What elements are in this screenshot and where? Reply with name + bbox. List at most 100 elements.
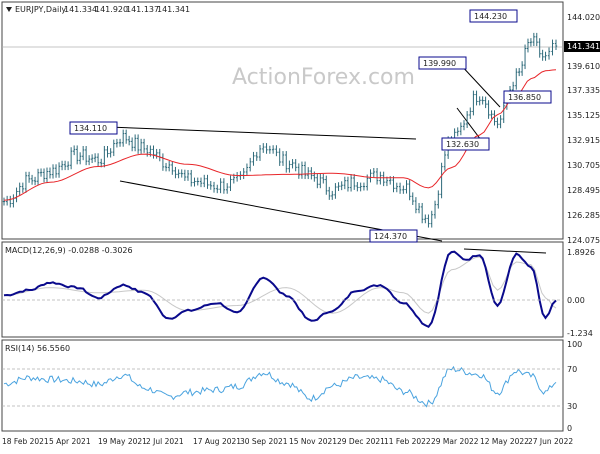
y-tick-label: 139.610 [567, 62, 600, 71]
y-tick-label: 126.285 [567, 211, 600, 220]
price-bar [417, 202, 421, 214]
price-bar [177, 169, 180, 179]
price-bar [109, 148, 112, 158]
price-bar [544, 51, 547, 61]
annotation-144230: 144.230 [469, 9, 518, 23]
price-bar [395, 182, 398, 193]
price-bar [262, 143, 265, 153]
price-bar [469, 107, 472, 119]
price-bar [515, 68, 518, 90]
price-bar [526, 38, 530, 53]
price-bar [353, 174, 356, 190]
symbol-label: EURJPY,Daily [15, 5, 66, 14]
price-bar [51, 164, 55, 179]
price-bar [127, 135, 131, 146]
price-bar [209, 180, 212, 190]
price-bar [63, 160, 67, 171]
price-bar [375, 168, 379, 185]
price-bar [405, 180, 408, 194]
annotation-label: 136.850 [508, 93, 541, 102]
annotation-label: 132.630 [446, 140, 479, 149]
price-bar [2, 197, 6, 206]
rsi-line [3, 365, 557, 408]
price-bar [319, 174, 322, 189]
annotation-label: 134.110 [74, 124, 107, 133]
price-bar [382, 171, 385, 187]
price-bar [18, 182, 21, 196]
annotation-label: 144.230 [474, 12, 507, 21]
price-bar [334, 183, 337, 199]
price-bar [331, 190, 334, 200]
price-bar [206, 174, 209, 189]
rsi-panel-frame [1, 339, 564, 432]
macd-tick-label: 0.00 [567, 296, 585, 305]
price-bar [346, 176, 350, 192]
x-axis: 18 Feb 2021 5 Apr 2021 19 May 2021 2 Jul… [2, 437, 573, 446]
y-tick-label: 144.020 [567, 13, 600, 22]
price-bar [152, 145, 155, 159]
price-bar [96, 153, 100, 167]
price-bar [60, 160, 64, 171]
price-bar [433, 200, 437, 219]
price-bar [328, 186, 331, 200]
price-bar [183, 169, 187, 181]
price-bar [258, 144, 262, 161]
price-bar [337, 182, 340, 191]
price-bar [190, 169, 193, 187]
price-bar [459, 122, 463, 136]
price-bar [359, 182, 362, 192]
price-bar [142, 138, 146, 153]
price-bar [93, 153, 97, 163]
price-bar [199, 177, 203, 188]
close-value: 141.341 [157, 5, 190, 14]
price-bar [222, 178, 226, 194]
x-tick-label: 29 Mar 2022 [431, 437, 479, 446]
price-bar [45, 167, 49, 183]
price-bar [496, 117, 499, 129]
price-bar [219, 178, 222, 194]
price-bar [484, 96, 487, 109]
macd-layer [3, 250, 557, 329]
y-tick-label: 135.125 [567, 111, 600, 120]
price-bar [322, 174, 325, 184]
price-bar [475, 90, 478, 106]
x-tick-label: 12 May 2022 [480, 437, 529, 446]
price-bar [167, 161, 171, 172]
macd-line [3, 250, 557, 329]
collapse-triangle-icon [6, 7, 12, 12]
price-bar [275, 145, 278, 157]
price-bar [472, 90, 475, 116]
macd-panel-frame [1, 241, 564, 338]
price-bar [186, 169, 190, 181]
price-bar [427, 214, 430, 228]
price-bar [278, 148, 281, 166]
price-bar [356, 182, 359, 192]
price-bar [171, 161, 174, 175]
price-bar [216, 184, 219, 194]
y-tick-label: 132.915 [567, 136, 600, 145]
annotation-124370: 124.370 [369, 229, 418, 243]
price-bar [130, 137, 134, 152]
price-bar [437, 190, 440, 209]
price-bar [288, 160, 291, 173]
price-bar [535, 32, 538, 47]
price-bar [78, 152, 82, 165]
price-bar [139, 138, 143, 154]
price-bar [307, 167, 310, 180]
price-bar [33, 176, 37, 186]
price-bar [456, 127, 459, 137]
price-bar [30, 174, 34, 185]
macd-signal-line [3, 256, 557, 314]
price-bar [414, 197, 418, 214]
price-bar [462, 120, 466, 131]
macd-tick-label: -1.234 [567, 329, 593, 338]
price-bar [398, 182, 402, 194]
price-bar [72, 145, 76, 156]
price-bar [252, 151, 255, 166]
price-bar [121, 129, 125, 147]
price-bar [520, 61, 524, 76]
price-bar [203, 174, 206, 188]
price-bar [193, 177, 196, 187]
price-bar [27, 171, 31, 183]
